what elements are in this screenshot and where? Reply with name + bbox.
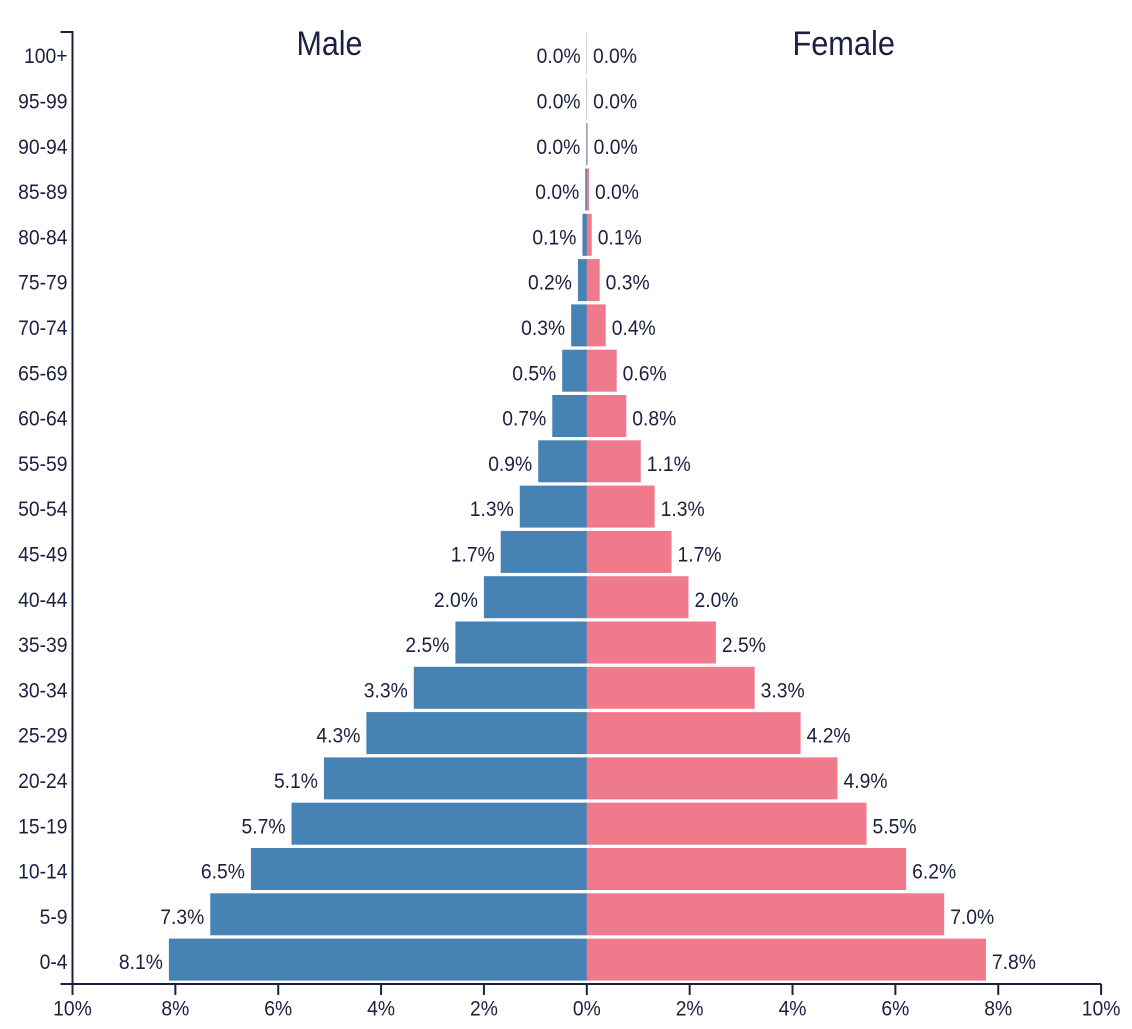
svg-text:10%: 10% [53, 998, 92, 1021]
svg-text:0.1%: 0.1% [598, 226, 642, 249]
svg-text:4.2%: 4.2% [807, 725, 851, 748]
svg-text:6%: 6% [881, 998, 909, 1021]
svg-text:2%: 2% [676, 998, 704, 1021]
svg-text:55-59: 55-59 [18, 453, 67, 476]
svg-text:5.1%: 5.1% [274, 770, 318, 793]
svg-text:0.0%: 0.0% [593, 91, 637, 114]
svg-text:0%: 0% [573, 998, 601, 1021]
svg-text:0.5%: 0.5% [512, 362, 556, 385]
svg-text:5.7%: 5.7% [242, 815, 286, 838]
svg-text:5-9: 5-9 [40, 906, 68, 929]
svg-text:0.3%: 0.3% [521, 317, 565, 340]
svg-text:90-94: 90-94 [18, 136, 68, 159]
svg-text:8.1%: 8.1% [119, 951, 163, 974]
svg-text:1.7%: 1.7% [451, 544, 495, 567]
svg-text:45-49: 45-49 [18, 544, 67, 567]
svg-text:15-19: 15-19 [18, 815, 67, 838]
svg-text:1.3%: 1.3% [661, 498, 705, 521]
svg-text:3.3%: 3.3% [364, 679, 408, 702]
svg-text:0.2%: 0.2% [528, 272, 572, 295]
svg-text:0.6%: 0.6% [623, 362, 667, 385]
svg-text:5.5%: 5.5% [873, 815, 917, 838]
svg-text:75-79: 75-79 [18, 272, 67, 295]
svg-text:0.7%: 0.7% [502, 408, 546, 431]
svg-text:40-44: 40-44 [18, 589, 68, 612]
svg-text:0.0%: 0.0% [594, 136, 638, 159]
svg-text:0-4: 0-4 [40, 951, 68, 974]
svg-text:10-14: 10-14 [18, 861, 68, 884]
svg-text:4%: 4% [367, 998, 395, 1021]
svg-text:4%: 4% [779, 998, 807, 1021]
svg-text:25-29: 25-29 [18, 725, 67, 748]
svg-text:2.0%: 2.0% [434, 589, 478, 612]
svg-text:1.1%: 1.1% [647, 453, 691, 476]
svg-text:2.5%: 2.5% [405, 634, 449, 657]
svg-text:0.0%: 0.0% [537, 45, 581, 68]
svg-text:7.8%: 7.8% [992, 951, 1036, 974]
svg-text:6.5%: 6.5% [201, 861, 245, 884]
svg-text:8%: 8% [161, 998, 189, 1021]
svg-text:2%: 2% [470, 998, 498, 1021]
svg-text:3.3%: 3.3% [761, 679, 805, 702]
svg-text:65-69: 65-69 [18, 362, 67, 385]
svg-text:30-34: 30-34 [18, 679, 68, 702]
svg-text:Male: Male [297, 25, 363, 63]
svg-text:8%: 8% [984, 998, 1012, 1021]
svg-text:2.5%: 2.5% [722, 634, 766, 657]
svg-text:2.0%: 2.0% [694, 589, 738, 612]
svg-text:6.2%: 6.2% [912, 861, 956, 884]
svg-text:7.3%: 7.3% [160, 906, 204, 929]
svg-text:80-84: 80-84 [18, 226, 68, 249]
svg-text:7.0%: 7.0% [950, 906, 994, 929]
svg-text:1.7%: 1.7% [678, 544, 722, 567]
svg-text:4.3%: 4.3% [316, 725, 360, 748]
svg-text:0.0%: 0.0% [593, 45, 637, 68]
svg-text:70-74: 70-74 [18, 317, 68, 340]
svg-text:20-24: 20-24 [18, 770, 68, 793]
svg-text:6%: 6% [264, 998, 292, 1021]
svg-text:0.4%: 0.4% [612, 317, 656, 340]
svg-text:Female: Female [792, 25, 895, 63]
svg-text:0.9%: 0.9% [488, 453, 532, 476]
svg-text:0.0%: 0.0% [537, 91, 581, 114]
svg-text:60-64: 60-64 [18, 408, 68, 431]
svg-text:95-99: 95-99 [18, 91, 67, 114]
svg-text:0.8%: 0.8% [632, 408, 676, 431]
svg-text:1.3%: 1.3% [470, 498, 514, 521]
svg-text:4.9%: 4.9% [844, 770, 888, 793]
svg-text:0.3%: 0.3% [606, 272, 650, 295]
svg-text:50-54: 50-54 [18, 498, 68, 521]
svg-text:10%: 10% [1082, 998, 1121, 1021]
svg-text:0.0%: 0.0% [535, 181, 579, 204]
svg-text:0.0%: 0.0% [536, 136, 580, 159]
svg-text:0.0%: 0.0% [595, 181, 639, 204]
svg-text:85-89: 85-89 [18, 181, 67, 204]
svg-text:35-39: 35-39 [18, 634, 67, 657]
svg-text:100+: 100+ [24, 45, 68, 68]
svg-text:0.1%: 0.1% [532, 226, 576, 249]
